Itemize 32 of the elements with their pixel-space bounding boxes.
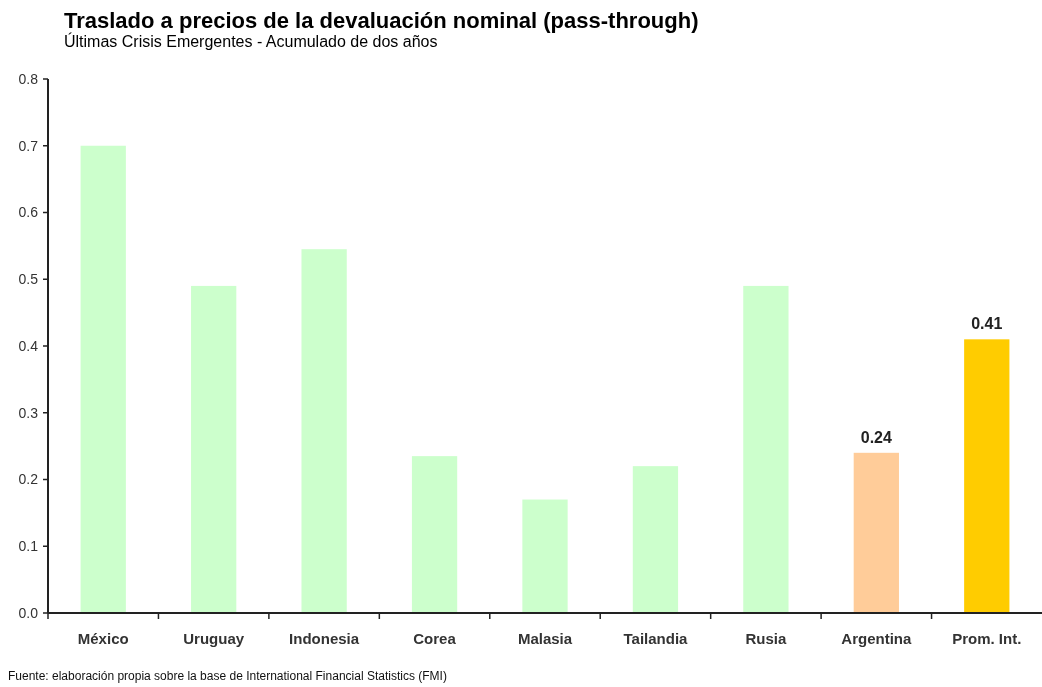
x-tick-label: Uruguay [183, 630, 245, 647]
x-tick-label: México [77, 630, 129, 647]
x-tick-label: Prom. Int. [952, 630, 1022, 647]
y-tick-label: 0.0 [18, 604, 39, 621]
y-tick-label: 0.4 [18, 337, 39, 354]
source-note: Fuente: elaboración propia sobre la base de International Financial Statistics (FMI) [8, 669, 447, 683]
bar [632, 466, 679, 613]
x-tick-label: Rusia [745, 630, 787, 647]
y-tick-label: 0.1 [18, 538, 39, 555]
y-tick-label: 0.7 [18, 137, 39, 154]
data-label: 0.24 [860, 428, 893, 446]
x-tick-label: Tailandia [623, 630, 689, 647]
y-tick-label: 0.3 [18, 404, 39, 421]
x-tick-label: Corea [413, 630, 457, 647]
bar [853, 452, 899, 613]
x-tick-label: Argentina [841, 630, 912, 647]
y-tick-label: 0.2 [18, 471, 39, 488]
bar [80, 145, 126, 613]
bar [743, 285, 789, 613]
bar [411, 456, 458, 613]
y-tick-label: 0.8 [18, 70, 39, 87]
y-tick-label: 0.6 [18, 204, 39, 221]
bar [522, 499, 568, 613]
chart-title: Traslado a precios de la devaluación nominal (pass-through) [64, 8, 699, 33]
y-tick-label: 0.5 [18, 271, 39, 288]
data-label: 0.41 [971, 315, 1003, 333]
x-tick-label: Malasia [517, 630, 573, 647]
bar [301, 249, 347, 613]
x-tick-label: Indonesia [289, 630, 360, 647]
bar [964, 339, 1010, 613]
bar [191, 285, 237, 613]
chart-subtitle: Últimas Crisis Emergentes - Acumulado de dos años [64, 32, 438, 50]
